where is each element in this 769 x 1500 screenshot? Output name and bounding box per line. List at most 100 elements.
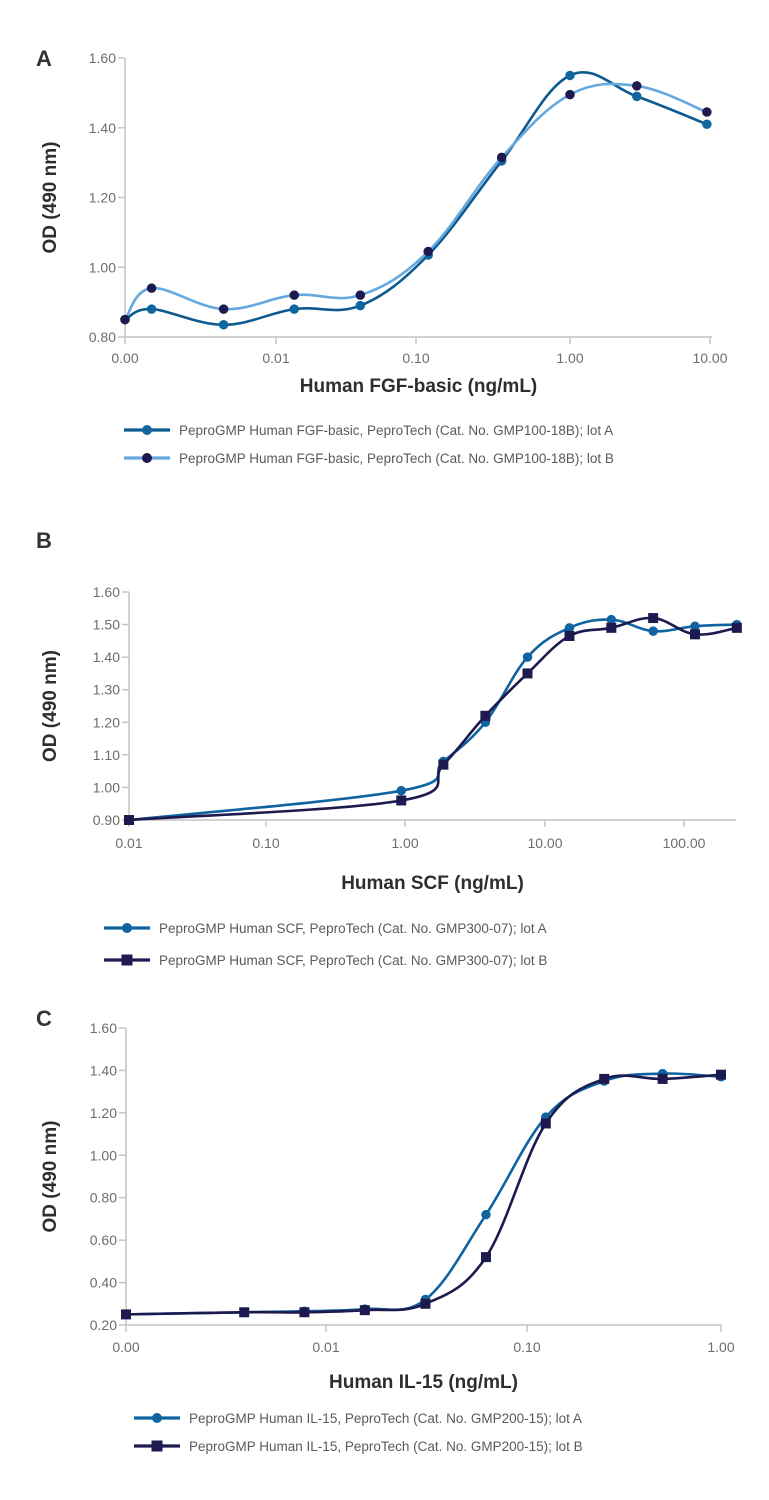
series-lot-a — [120, 70, 712, 330]
legend-item-lot-b: PeproGMP Human FGF-basic, PeproTech (Cat… — [124, 451, 614, 466]
legend-label: PeproGMP Human FGF-basic, PeproTech (Cat… — [179, 423, 613, 438]
legend-item-lot-a: PeproGMP Human IL-15, PeproTech (Cat. No… — [134, 1411, 582, 1426]
y-tick-label: 1.20 — [93, 714, 120, 730]
data-point — [599, 1073, 610, 1084]
y-tick-label: 1.40 — [89, 120, 116, 136]
series-lot-b — [124, 613, 742, 825]
data-point — [632, 81, 642, 91]
data-point — [218, 304, 229, 314]
data-point — [690, 621, 700, 631]
y-tick-label: 1.60 — [90, 1020, 117, 1036]
y-tick-label: 1.60 — [89, 50, 116, 66]
legend-label: PeproGMP Human SCF, PeproTech (Cat. No. … — [159, 921, 547, 936]
legend-label: PeproGMP Human IL-15, PeproTech (Cat. No… — [189, 1439, 583, 1454]
legend-marker — [152, 1413, 162, 1423]
data-point — [702, 119, 712, 130]
data-point — [716, 1069, 726, 1080]
y-tick-label: 0.20 — [90, 1317, 117, 1333]
data-point — [121, 1309, 131, 1320]
x-tick-label: 0.01 — [262, 350, 289, 366]
x-tick-label: 100.00 — [663, 835, 706, 851]
data-point — [120, 314, 130, 325]
x-tick-label: 10.00 — [527, 835, 562, 851]
y-axis-title: OD (490 nm) — [40, 650, 61, 762]
data-point — [480, 710, 491, 721]
y-tick-label: 1.40 — [90, 1062, 117, 1078]
chart-panel-a: A 0.80 1.00 1.20 1.40 1.60 0.00 0.01 0.10 1.00 10.… — [36, 46, 728, 466]
series-line — [123, 82, 709, 321]
data-point — [648, 626, 658, 636]
x-axis-title: Human SCF (ng/mL) — [341, 873, 524, 894]
y-axis-title: OD (490 nm) — [40, 142, 61, 254]
data-point — [289, 290, 299, 300]
series-line — [124, 1072, 723, 1316]
data-point — [702, 107, 712, 117]
x-tick-label: 0.01 — [312, 1339, 339, 1355]
data-point — [423, 246, 433, 257]
y-tick-label: 1.20 — [89, 190, 116, 206]
x-tick-label: 1.00 — [391, 835, 418, 851]
panel-letter: C — [36, 1006, 52, 1031]
y-tick-label: 1.60 — [93, 584, 120, 600]
x-tick-label: 1.00 — [556, 350, 583, 366]
legend-marker — [121, 954, 133, 966]
x-tick-label: 0.10 — [402, 350, 429, 366]
y-tick-label: 1.00 — [90, 1147, 117, 1163]
data-point — [731, 622, 742, 633]
x-tick-label: 0.10 — [252, 835, 279, 851]
x-axis-title: Human FGF-basic (ng/mL) — [300, 376, 538, 397]
y-tick-label: 0.80 — [90, 1190, 117, 1206]
series-lot-b — [121, 1069, 726, 1320]
y-tick-label: 0.40 — [90, 1275, 117, 1291]
data-point — [299, 1307, 310, 1318]
data-point — [496, 152, 507, 163]
x-axis-title: Human IL-15 (ng/mL) — [329, 1372, 518, 1393]
y-tick-label: 1.10 — [93, 747, 120, 763]
legend-label: PeproGMP Human SCF, PeproTech (Cat. No. … — [159, 953, 547, 968]
data-point — [438, 759, 449, 770]
x-tick-label: 0.10 — [513, 1339, 540, 1355]
data-point — [480, 1252, 491, 1263]
y-tick-label: 0.60 — [90, 1232, 117, 1248]
y-tick-label: 1.00 — [93, 779, 120, 795]
x-tick-label: 0.00 — [111, 350, 138, 366]
legend-item-lot-b: PeproGMP Human IL-15, PeproTech (Cat. No… — [134, 1439, 583, 1454]
data-point — [565, 70, 575, 81]
series-line — [127, 616, 739, 822]
series-lot-a — [121, 1068, 726, 1320]
chart-panel-c: C 0.20 0.40 0.60 0.80 1.00 1.20 1.40 1.60 0.00 0.0… — [36, 1006, 735, 1454]
x-tick-label: 0.01 — [115, 835, 142, 851]
data-point — [648, 613, 659, 624]
legend-marker — [142, 425, 152, 435]
y-axis-title: OD (490 nm) — [40, 1121, 61, 1233]
data-point — [359, 1305, 370, 1316]
data-point — [690, 629, 701, 640]
series-lot-b — [120, 81, 712, 325]
legend-item-lot-a: PeproGMP Human SCF, PeproTech (Cat. No. … — [104, 921, 547, 936]
data-point — [124, 815, 134, 825]
legend-label: PeproGMP Human IL-15, PeproTech (Cat. No… — [189, 1411, 582, 1426]
data-point — [396, 785, 407, 796]
data-point — [564, 623, 575, 633]
legend-marker — [122, 923, 132, 933]
y-tick-label: 0.90 — [93, 812, 120, 828]
panel-letter: B — [36, 528, 52, 553]
x-tick-label: 0.00 — [112, 1339, 139, 1355]
data-point — [239, 1307, 250, 1318]
data-point — [632, 91, 642, 102]
legend-item-lot-b: PeproGMP Human SCF, PeproTech (Cat. No. … — [104, 953, 547, 968]
data-point — [355, 290, 366, 300]
series-line — [124, 1073, 723, 1316]
data-point — [481, 1209, 491, 1220]
chart-panel-b: B 0.90 1.00 1.10 1.20 1.30 1.40 1.50 1.60 0.01 0.1… — [36, 528, 742, 968]
series-line — [123, 70, 709, 327]
data-point — [565, 89, 575, 100]
x-tick-label: 1.00 — [707, 1339, 734, 1355]
y-tick-label: 1.00 — [89, 259, 116, 275]
series-lot-a — [124, 614, 742, 825]
data-point — [146, 304, 157, 314]
data-point — [657, 1073, 668, 1084]
data-point — [606, 622, 617, 633]
data-point — [564, 630, 575, 641]
y-tick-label: 1.40 — [93, 649, 120, 665]
